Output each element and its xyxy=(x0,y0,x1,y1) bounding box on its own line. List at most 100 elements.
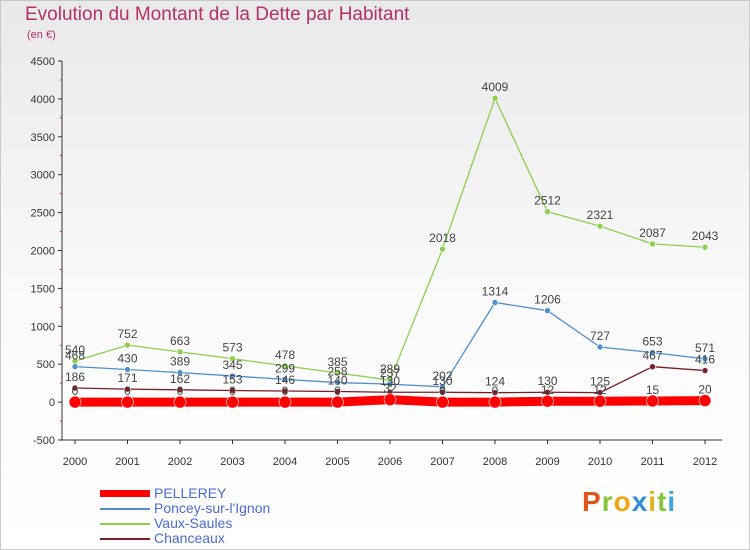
data-point xyxy=(176,369,184,376)
data-point xyxy=(383,393,397,406)
chart-title: Evolution du Montant de la Dette par Hab… xyxy=(25,4,410,25)
y-tick-label: 500 xyxy=(37,359,55,371)
data-label: 2043 xyxy=(692,229,719,243)
data-label: 186 xyxy=(65,370,85,384)
proxiti-logo: Proxiti xyxy=(582,486,676,518)
legend-swatch xyxy=(100,490,150,497)
data-point xyxy=(649,363,656,371)
data-point xyxy=(544,208,551,215)
data-label: 0 xyxy=(229,384,236,398)
data-label: 573 xyxy=(222,341,242,355)
data-point xyxy=(334,379,341,386)
data-label: 0 xyxy=(177,384,184,398)
legend-swatch xyxy=(100,508,150,510)
data-label: 146 xyxy=(275,373,295,387)
data-label: 430 xyxy=(117,352,137,366)
data-point xyxy=(226,395,239,409)
y-tick-label: 4500 xyxy=(31,56,55,68)
data-label: 345 xyxy=(222,358,242,372)
data-point xyxy=(331,395,344,409)
data-label: 2018 xyxy=(429,231,456,245)
data-label: 20 xyxy=(698,383,712,397)
data-point xyxy=(698,394,712,407)
data-point xyxy=(281,387,289,395)
data-label: 663 xyxy=(170,334,190,348)
data-label: 258 xyxy=(327,365,347,379)
data-point xyxy=(386,380,394,388)
data-label: 2512 xyxy=(534,194,561,208)
data-label: 202 xyxy=(432,369,452,383)
data-label: 171 xyxy=(117,371,137,385)
x-tick-label: 2011 xyxy=(641,456,665,468)
data-label: 0 xyxy=(72,384,79,398)
data-label: 385 xyxy=(327,355,347,369)
data-point xyxy=(334,369,341,377)
data-label: 4009 xyxy=(482,80,509,94)
data-label: 478 xyxy=(275,348,295,362)
logo-letter: i xyxy=(667,486,677,517)
data-label: 15 xyxy=(646,383,660,397)
data-point xyxy=(71,384,79,392)
data-label: 0 xyxy=(124,384,131,398)
data-point xyxy=(488,395,502,409)
data-label: 12 xyxy=(593,383,607,397)
data-label: 752 xyxy=(117,327,137,341)
data-label: 124 xyxy=(485,375,505,389)
legend-item: Vaux-Saules xyxy=(100,516,340,531)
logo-letter: i xyxy=(648,486,658,517)
data-point xyxy=(124,366,131,373)
data-label: 130 xyxy=(537,374,557,388)
data-label: 299 xyxy=(275,361,295,375)
data-label: 32 xyxy=(383,382,397,396)
data-label: 162 xyxy=(170,372,190,386)
y-tick-label: -500 xyxy=(33,435,55,447)
data-point xyxy=(596,222,604,230)
data-label: 237 xyxy=(380,366,400,380)
data-point xyxy=(544,307,551,314)
legend-item: Chanceaux xyxy=(100,531,340,546)
logo-letter: r xyxy=(601,486,614,517)
x-tick-label: 2006 xyxy=(378,456,402,468)
data-point xyxy=(281,376,289,383)
legend-item: PELLEREY xyxy=(100,486,340,501)
data-label: 2321 xyxy=(587,208,614,222)
data-point xyxy=(124,385,131,393)
data-point xyxy=(701,355,709,363)
data-point xyxy=(176,386,184,394)
data-point xyxy=(701,243,709,251)
data-label: 540 xyxy=(65,343,85,357)
legend-item: Poncey-sur-l'Ignon xyxy=(100,501,340,516)
data-label: 130 xyxy=(380,374,400,388)
logo-letter: o xyxy=(613,486,632,517)
data-point xyxy=(176,348,184,356)
y-tick-label: 3000 xyxy=(31,170,55,182)
data-point xyxy=(491,94,499,102)
data-label: 289 xyxy=(380,362,400,376)
data-label: 140 xyxy=(327,373,347,387)
chart-legend: PELLEREY Poncey-sur-l'Ignon Vaux-Saules Cha… xyxy=(100,486,340,546)
x-tick-label: 2002 xyxy=(168,456,192,468)
data-label: 416 xyxy=(695,353,715,367)
legend-label: Poncey-sur-l'Ignon xyxy=(154,500,271,516)
data-point xyxy=(593,394,607,408)
data-point xyxy=(439,245,446,253)
data-point xyxy=(229,372,236,380)
data-label: 467 xyxy=(642,349,662,363)
data-point xyxy=(439,388,446,396)
data-point xyxy=(229,355,236,362)
data-point xyxy=(124,341,131,349)
logo-letter: t xyxy=(657,486,668,517)
data-point xyxy=(649,240,656,248)
x-tick-label: 2003 xyxy=(220,456,244,468)
data-point xyxy=(121,395,134,409)
data-label: 0 xyxy=(439,384,446,398)
y-tick-label: 2000 xyxy=(31,246,55,258)
data-point xyxy=(281,362,289,370)
data-label: 389 xyxy=(170,355,190,369)
legend-swatch xyxy=(100,523,150,525)
y-tick-label: 3500 xyxy=(31,132,55,144)
x-tick-label: 2010 xyxy=(588,456,612,468)
y-tick-label: 2500 xyxy=(31,208,55,220)
